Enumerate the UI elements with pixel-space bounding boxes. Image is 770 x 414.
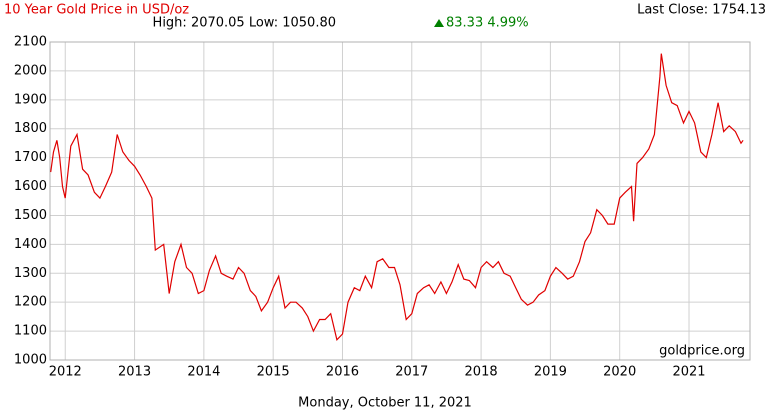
stats: High: 2070.05 Low: 1050.80 xyxy=(153,16,336,31)
y-tick-label: 1200 xyxy=(14,295,47,310)
x-tick-label: 2018 xyxy=(465,365,498,380)
y-tick-label: 1100 xyxy=(14,324,47,339)
y-tick-label: 1800 xyxy=(14,121,47,136)
y-tick-label: 2000 xyxy=(14,63,47,78)
change: 83.33 4.99% xyxy=(446,16,529,31)
x-tick-label: 2021 xyxy=(672,365,705,380)
y-tick-label: 1500 xyxy=(14,208,47,223)
y-tick-label: 1700 xyxy=(14,150,47,165)
y-tick-label: 1300 xyxy=(14,266,47,281)
x-tick-label: 2012 xyxy=(49,365,82,380)
watermark: goldprice.org xyxy=(659,344,745,359)
y-tick-label: 1400 xyxy=(14,237,47,252)
plot-border xyxy=(49,41,751,361)
x-tick-label: 2019 xyxy=(534,365,567,380)
x-tick-label: 2017 xyxy=(395,365,428,380)
last-close: Last Close: 1754.13 xyxy=(637,3,766,18)
y-tick-label: 1900 xyxy=(14,92,47,107)
y-tick-label: 1000 xyxy=(14,353,47,368)
date: Monday, October 11, 2021 xyxy=(298,396,472,411)
x-tick-label: 2016 xyxy=(326,365,359,380)
chart-title: 10 Year Gold Price in USD/oz xyxy=(4,3,189,18)
up-arrow xyxy=(434,19,444,27)
x-tick-label: 2020 xyxy=(603,365,636,380)
price-line xyxy=(50,53,744,342)
x-tick-label: 2014 xyxy=(187,365,220,380)
y-tick-label: 1600 xyxy=(14,179,47,194)
y-tick-label: 2100 xyxy=(14,35,47,50)
x-tick-label: 2015 xyxy=(257,365,290,380)
x-tick-label: 2013 xyxy=(118,365,151,380)
